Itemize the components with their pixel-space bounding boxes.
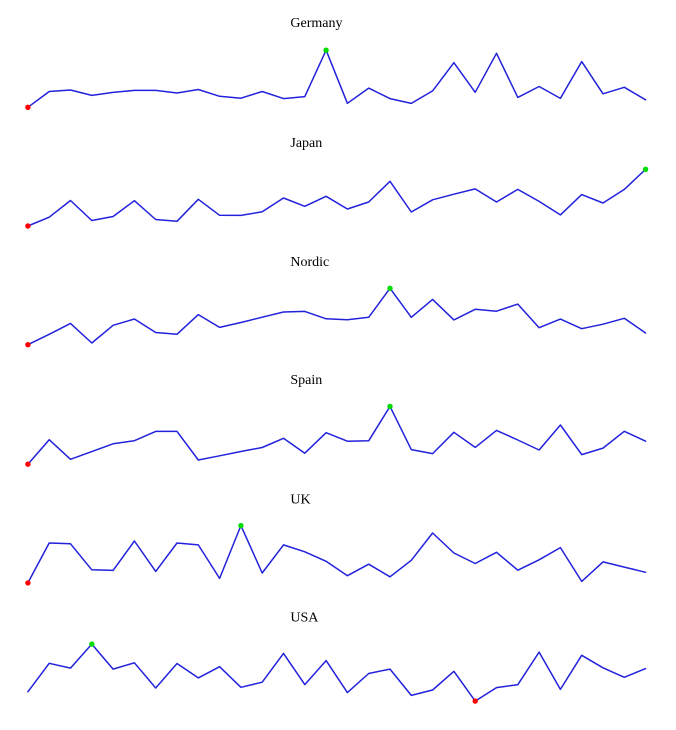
svg-text:UK: UK	[290, 493, 310, 508]
svg-text:USA: USA	[290, 611, 319, 626]
svg-text:Spain: Spain	[290, 373, 322, 388]
svg-text:Japan: Japan	[290, 136, 322, 151]
svg-text:Germany: Germany	[290, 16, 342, 31]
svg-text:Nordic: Nordic	[290, 255, 329, 270]
